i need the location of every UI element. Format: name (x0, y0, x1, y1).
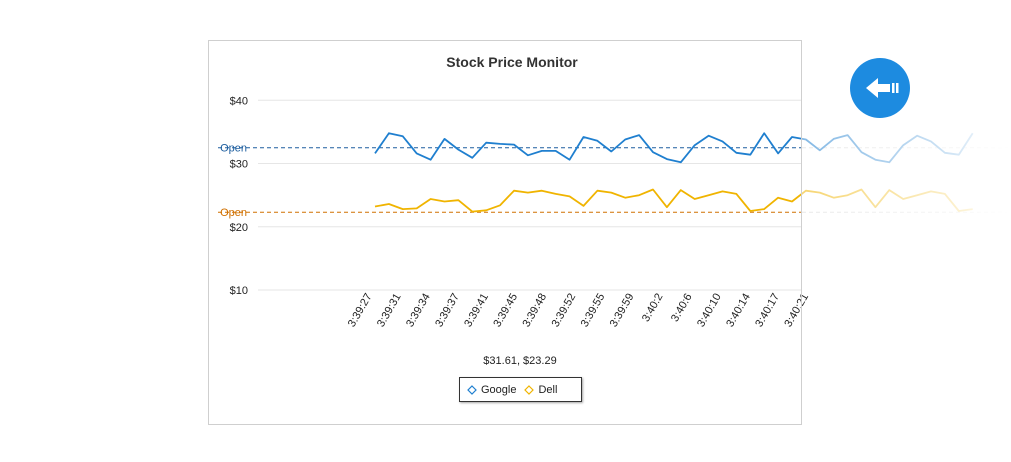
open-reference-label: Open (220, 207, 247, 219)
x-tick-label: 3:40:14 (724, 292, 753, 330)
x-tick-label: 3:39:27 (346, 292, 375, 330)
x-tick-label: 3:40:6 (669, 292, 695, 324)
y-tick-label: $30 (230, 159, 248, 171)
value-readout: $31.61, $23.29 (483, 355, 557, 367)
x-tick-label: 3:40:10 (695, 292, 724, 330)
diamond-marker-icon (524, 384, 535, 395)
x-tick-label: 3:39:48 (520, 292, 549, 330)
y-tick-label: $10 (230, 285, 248, 297)
x-tick-label: 3:40:2 (640, 292, 666, 324)
x-tick-label: 3:39:34 (404, 292, 433, 330)
legend: Google Dell (459, 377, 582, 402)
offscreen-fade-overlay (802, 100, 1011, 230)
y-tick-label: $20 (230, 222, 248, 234)
x-tick-label: 3:40:17 (753, 292, 782, 330)
diamond-marker-icon (467, 384, 477, 395)
x-tick-label: 3:40:21 (782, 292, 811, 330)
x-tick-label: 3:39:45 (491, 292, 520, 330)
back-button[interactable] (850, 58, 910, 118)
open-reference-label: Open (220, 143, 247, 155)
y-tick-label: $40 (230, 95, 248, 107)
legend-label-dell: Dell (538, 383, 558, 396)
x-tick-label: 3:39:55 (579, 292, 608, 330)
arrow-left-icon (866, 78, 899, 98)
x-tick-label: 3:39:41 (462, 292, 491, 330)
legend-item-google[interactable]: Google (467, 384, 516, 396)
x-tick-label: 3:39:59 (608, 292, 637, 330)
legend-item-dell[interactable]: Dell (524, 384, 557, 396)
chart-title: Stock Price Monitor (446, 54, 578, 70)
x-tick-label: 3:39:52 (550, 292, 579, 330)
legend-label-google: Google (481, 383, 517, 396)
x-tick-label: 3:39:31 (375, 292, 404, 330)
x-tick-label: 3:39:37 (433, 292, 462, 330)
